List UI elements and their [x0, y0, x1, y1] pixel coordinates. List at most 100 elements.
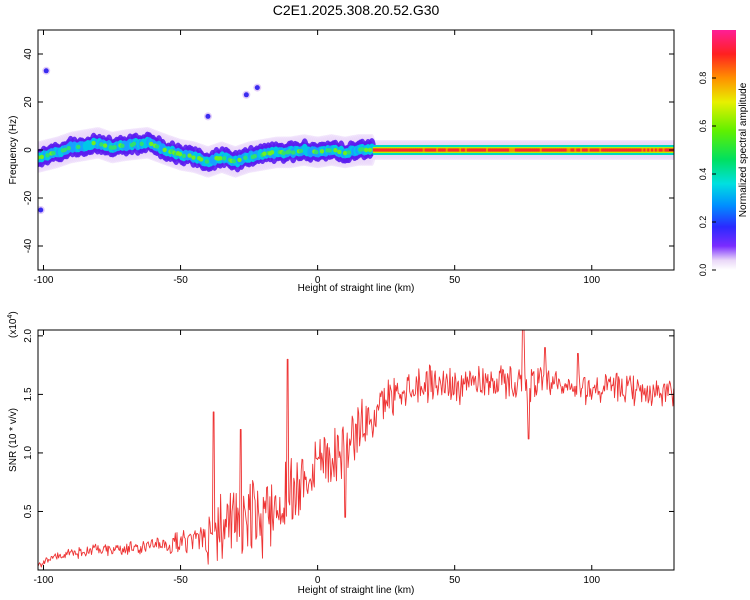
heatmap-spot	[254, 85, 260, 91]
heatmap-core-cell	[327, 148, 332, 153]
heatmap-flat-core	[524, 148, 528, 152]
heatmap-flat-core	[541, 148, 545, 152]
spectrogram-axes: -100 -50 0 50 100 -40 -20 0 20 40	[23, 30, 674, 286]
heatmap-flat-core	[439, 148, 443, 152]
heatmap-flat-core	[436, 148, 440, 152]
heatmap-spot	[38, 207, 44, 213]
heatmap-core-cell	[198, 157, 204, 162]
heatmap-flat-core	[388, 148, 392, 152]
heatmap-flat-core	[616, 148, 620, 152]
heatmap-core-cell	[231, 159, 236, 164]
snr-xtick-label: 100	[583, 575, 600, 586]
heatmap-flat-core	[624, 148, 628, 152]
heatmap-core-cell	[154, 144, 160, 149]
heatmap-flat-core	[612, 148, 616, 152]
heatmap-flat-core	[390, 148, 394, 152]
heatmap-flat-core	[652, 148, 656, 152]
heatmap-core-cell	[76, 144, 81, 150]
snr-ytick-label: 1.5	[23, 387, 34, 401]
heatmap-flat-core	[432, 148, 436, 152]
heatmap-flat-core	[666, 148, 670, 152]
heatmap-flat-core	[459, 148, 463, 152]
heatmap-flat-core	[622, 148, 626, 152]
heatmap-flat-core	[399, 148, 403, 152]
heatmap-flat-core	[566, 148, 570, 152]
heatmap-flat-core	[424, 148, 428, 152]
snr-plot-area	[38, 330, 674, 570]
heatmap-flat-core	[564, 148, 568, 152]
heatmap-flat-core	[605, 148, 609, 152]
heatmap-flat-core	[380, 148, 384, 152]
heatmap-flat-core	[581, 148, 585, 152]
heatmap-flat-core	[455, 148, 459, 152]
figure-title: C2E1.2025.308.20.52.G30	[273, 2, 440, 18]
heatmap-flat-core	[510, 148, 514, 152]
snr-xtick-label: -50	[173, 575, 188, 586]
snr-ytick-label: 2.0	[23, 328, 34, 342]
heatmap-flat-core	[614, 148, 618, 152]
spectrogram-ytick-label: -40	[23, 238, 34, 253]
heatmap-flat-core	[628, 148, 632, 152]
heatmap-flat-core	[629, 148, 633, 152]
heatmap-flat-core	[587, 148, 591, 152]
heatmap-flat-core	[505, 148, 509, 152]
spectrogram-ytick-label: 0	[23, 147, 34, 153]
heatmap-flat-core	[449, 148, 453, 152]
heatmap-flat-core	[395, 148, 399, 152]
heatmap-core-cell	[243, 155, 248, 161]
heatmap-flat-core	[654, 148, 658, 152]
heatmap-flat-core	[499, 148, 503, 152]
heatmap-core-cell	[62, 147, 68, 153]
heatmap-core-cell	[342, 150, 348, 156]
heatmap-flat-core	[392, 148, 396, 152]
snr-xtick-label: -100	[33, 575, 53, 586]
heatmap-flat-core	[603, 148, 607, 152]
heatmap-flat-core	[520, 148, 524, 152]
spectrogram-xtick-label: -100	[33, 275, 53, 286]
snr-exponent-close: )	[8, 311, 19, 314]
heatmap-core-cell	[269, 150, 275, 155]
heatmap-flat-core	[660, 148, 664, 152]
spectrogram-panel: -100 -50 0 50 100 -40 -20 0 20 40 Height of strai…	[8, 29, 675, 294]
heatmap-core-cell	[181, 153, 187, 159]
heatmap-core-cell	[149, 141, 154, 147]
heatmap-flat-core	[606, 148, 610, 152]
heatmap-flat-core	[555, 148, 559, 152]
heatmap-flat-core	[580, 148, 584, 152]
heatmap-core-cell	[112, 145, 117, 150]
heatmap-flat-core	[645, 148, 649, 152]
heatmap-flat-core	[430, 148, 434, 152]
heatmap-flat-core	[537, 148, 541, 152]
heatmap-flat-core	[608, 148, 612, 152]
heatmap-flat-core	[649, 148, 653, 152]
heatmap-flat-core	[530, 148, 534, 152]
heatmap-flat-core	[409, 148, 413, 152]
heatmap-flat-core	[428, 148, 432, 152]
heatmap-core	[38, 140, 674, 164]
spectrogram-xtick-label: -50	[173, 275, 188, 286]
heatmap-flat-core	[570, 148, 574, 152]
heatmap-flat-core	[434, 148, 438, 152]
heatmap-flat-core	[585, 148, 589, 152]
svg-text:(x104): (x104)	[7, 311, 19, 338]
heatmap-flat-core	[626, 148, 630, 152]
heatmap-flat-core	[397, 148, 401, 152]
heatmap-core-cell	[287, 149, 292, 154]
heatmap-flat-core	[658, 148, 662, 152]
snr-ylabel: SNR (10 * v/v)	[8, 408, 19, 472]
heatmap-flat-core	[464, 148, 468, 152]
heatmap-flat-core	[441, 148, 445, 152]
heatmap-flat-core	[560, 148, 564, 152]
heatmap-core-cell	[237, 157, 242, 163]
heatmap-flat-core	[403, 148, 407, 152]
heatmap-core-cell	[337, 149, 342, 155]
heatmap-flat-core	[539, 148, 543, 152]
heatmap-flat-core	[597, 148, 601, 152]
heatmap-core-cell	[131, 141, 137, 146]
colorbar-tick-label: 0.0	[698, 264, 708, 277]
heatmap-core-cell	[39, 154, 45, 160]
heatmap-flat-core	[610, 148, 614, 152]
colorbar-tick-label: 0.8	[698, 72, 708, 85]
heatmap-flat-core	[482, 148, 486, 152]
heatmap-flat-core	[543, 148, 547, 152]
